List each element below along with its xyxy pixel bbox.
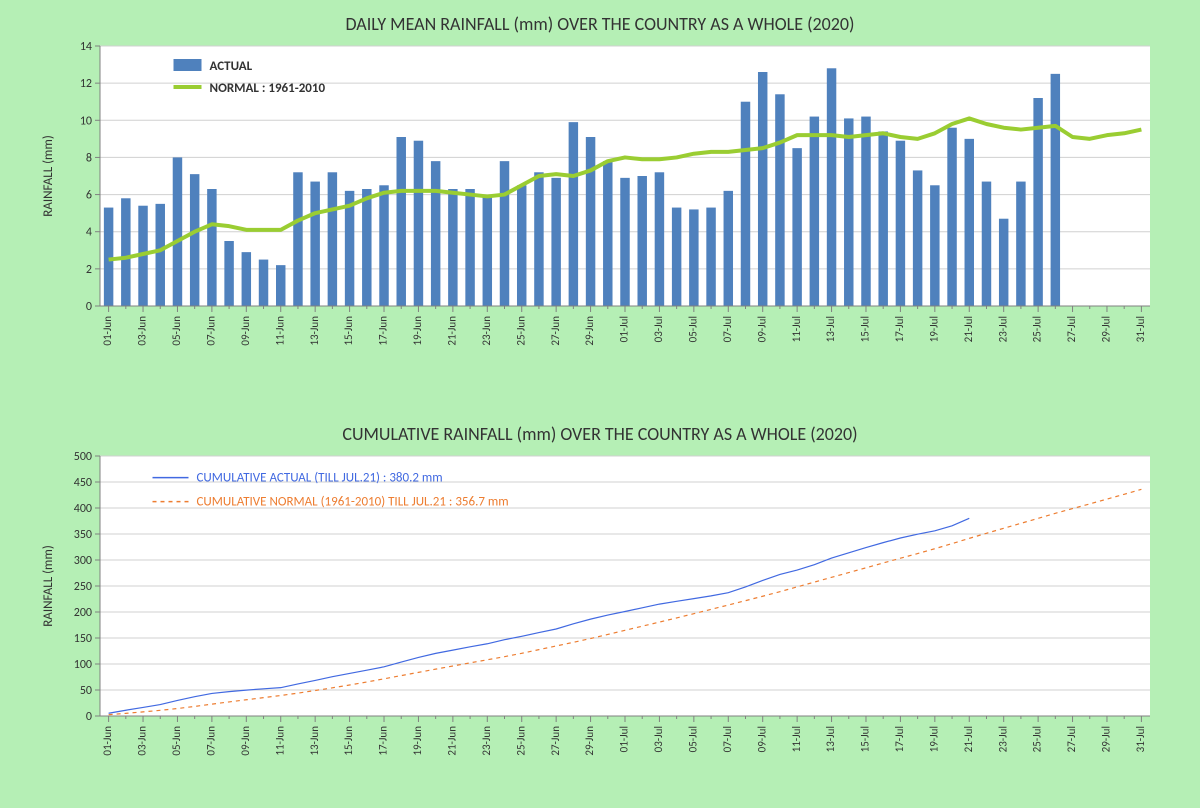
svg-text:50: 50 — [80, 684, 92, 698]
svg-text:8: 8 — [86, 151, 92, 165]
svg-text:23-Jun: 23-Jun — [480, 316, 493, 346]
svg-text:29-Jul: 29-Jul — [1100, 316, 1113, 342]
svg-text:25-Jul: 25-Jul — [1031, 316, 1044, 342]
svg-text:25-Jul: 25-Jul — [1031, 726, 1044, 752]
svg-text:21-Jul: 21-Jul — [962, 316, 975, 342]
svg-text:200: 200 — [74, 606, 92, 620]
daily-rainfall-chart: DAILY MEAN RAINFALL (mm) OVER THE COUNTR… — [30, 10, 1170, 380]
svg-text:01-Jun: 01-Jun — [101, 316, 114, 346]
svg-text:350: 350 — [74, 528, 92, 542]
svg-text:09-Jun: 09-Jun — [239, 726, 252, 756]
svg-text:2: 2 — [86, 263, 92, 277]
svg-text:29-Jun: 29-Jun — [583, 726, 596, 756]
svg-text:400: 400 — [74, 502, 92, 516]
svg-text:09-Jul: 09-Jul — [755, 316, 768, 342]
svg-text:RAINFALL (mm): RAINFALL (mm) — [41, 545, 56, 627]
svg-text:03-Jul: 03-Jul — [652, 726, 665, 752]
svg-text:23-Jul: 23-Jul — [996, 726, 1009, 752]
svg-text:01-Jul: 01-Jul — [618, 316, 631, 342]
svg-text:01-Jul: 01-Jul — [618, 726, 631, 752]
svg-text:17-Jul: 17-Jul — [893, 726, 906, 752]
svg-text:15-Jun: 15-Jun — [342, 726, 355, 756]
svg-text:13-Jul: 13-Jul — [824, 316, 837, 342]
cumulative-rainfall-chart: CUMULATIVE RAINFALL (mm) OVER THE COUNTR… — [30, 420, 1170, 790]
svg-text:NORMAL : 1961-2010: NORMAL : 1961-2010 — [210, 81, 326, 96]
svg-text:09-Jun: 09-Jun — [239, 316, 252, 346]
svg-text:05-Jun: 05-Jun — [170, 316, 183, 346]
svg-text:12: 12 — [80, 77, 92, 91]
svg-text:13-Jun: 13-Jun — [308, 726, 321, 756]
svg-text:31-Jul: 31-Jul — [1134, 316, 1147, 342]
svg-text:4: 4 — [86, 226, 92, 240]
svg-text:23-Jun: 23-Jun — [480, 726, 493, 756]
svg-text:21-Jun: 21-Jun — [445, 316, 458, 346]
svg-text:07-Jun: 07-Jun — [205, 726, 218, 756]
svg-text:ACTUAL: ACTUAL — [210, 59, 253, 74]
svg-text:19-Jun: 19-Jun — [411, 726, 424, 756]
svg-text:19-Jun: 19-Jun — [411, 316, 424, 346]
svg-text:11-Jul: 11-Jul — [790, 316, 803, 342]
svg-text:15-Jun: 15-Jun — [342, 316, 355, 346]
svg-text:23-Jul: 23-Jul — [996, 316, 1009, 342]
svg-text:29-Jun: 29-Jun — [583, 316, 596, 346]
svg-text:11-Jun: 11-Jun — [273, 726, 286, 756]
svg-text:21-Jun: 21-Jun — [445, 726, 458, 756]
svg-text:17-Jun: 17-Jun — [377, 316, 390, 346]
svg-text:03-Jun: 03-Jun — [136, 726, 149, 756]
svg-text:21-Jul: 21-Jul — [962, 726, 975, 752]
page: DAILY MEAN RAINFALL (mm) OVER THE COUNTR… — [0, 0, 1200, 808]
svg-text:CUMULATIVE NORMAL (1961-2010): CUMULATIVE NORMAL (1961-2010) TILL JUL.2… — [197, 495, 509, 510]
svg-text:300: 300 — [74, 554, 92, 568]
svg-text:05-Jul: 05-Jul — [686, 316, 699, 342]
svg-text:RAINFALL (mm): RAINFALL (mm) — [41, 135, 56, 217]
svg-text:450: 450 — [74, 476, 92, 490]
svg-text:6: 6 — [86, 189, 92, 203]
svg-text:07-Jul: 07-Jul — [721, 726, 734, 752]
svg-text:29-Jul: 29-Jul — [1100, 726, 1113, 752]
svg-text:CUMULATIVE RAINFALL (mm) OVER: CUMULATIVE RAINFALL (mm) OVER THE COUNTR… — [342, 423, 857, 445]
svg-text:07-Jul: 07-Jul — [721, 316, 734, 342]
svg-text:11-Jun: 11-Jun — [273, 316, 286, 346]
svg-text:0: 0 — [86, 710, 92, 724]
svg-text:15-Jul: 15-Jul — [859, 726, 872, 752]
svg-text:05-Jul: 05-Jul — [686, 726, 699, 752]
svg-text:07-Jun: 07-Jun — [205, 316, 218, 346]
svg-text:150: 150 — [74, 632, 92, 646]
svg-text:100: 100 — [74, 658, 92, 672]
svg-text:17-Jul: 17-Jul — [893, 316, 906, 342]
svg-text:CUMULATIVE ACTUAL (TILL JUL.21: CUMULATIVE ACTUAL (TILL JUL.21) : 380.2 … — [197, 471, 443, 486]
svg-text:11-Jul: 11-Jul — [790, 726, 803, 752]
svg-text:27-Jun: 27-Jun — [549, 726, 562, 756]
svg-text:03-Jun: 03-Jun — [136, 316, 149, 346]
svg-text:25-Jun: 25-Jun — [514, 316, 527, 346]
svg-text:19-Jul: 19-Jul — [927, 316, 940, 342]
svg-text:09-Jul: 09-Jul — [755, 726, 768, 752]
svg-text:250: 250 — [74, 580, 92, 594]
svg-text:27-Jul: 27-Jul — [1065, 316, 1078, 342]
svg-text:19-Jul: 19-Jul — [927, 726, 940, 752]
svg-text:500: 500 — [74, 450, 92, 464]
svg-text:13-Jun: 13-Jun — [308, 316, 321, 346]
svg-text:10: 10 — [80, 114, 92, 128]
svg-text:17-Jun: 17-Jun — [377, 726, 390, 756]
svg-text:25-Jun: 25-Jun — [514, 726, 527, 756]
svg-text:01-Jun: 01-Jun — [101, 726, 114, 756]
svg-text:31-Jul: 31-Jul — [1134, 726, 1147, 752]
svg-text:DAILY MEAN RAINFALL (mm) OVER: DAILY MEAN RAINFALL (mm) OVER THE COUNTR… — [345, 13, 854, 35]
svg-text:03-Jul: 03-Jul — [652, 316, 665, 342]
svg-text:27-Jun: 27-Jun — [549, 316, 562, 346]
svg-text:27-Jul: 27-Jul — [1065, 726, 1078, 752]
svg-text:14: 14 — [80, 40, 92, 54]
svg-text:13-Jul: 13-Jul — [824, 726, 837, 752]
svg-text:05-Jun: 05-Jun — [170, 726, 183, 756]
svg-text:15-Jul: 15-Jul — [859, 316, 872, 342]
svg-text:0: 0 — [86, 300, 92, 314]
